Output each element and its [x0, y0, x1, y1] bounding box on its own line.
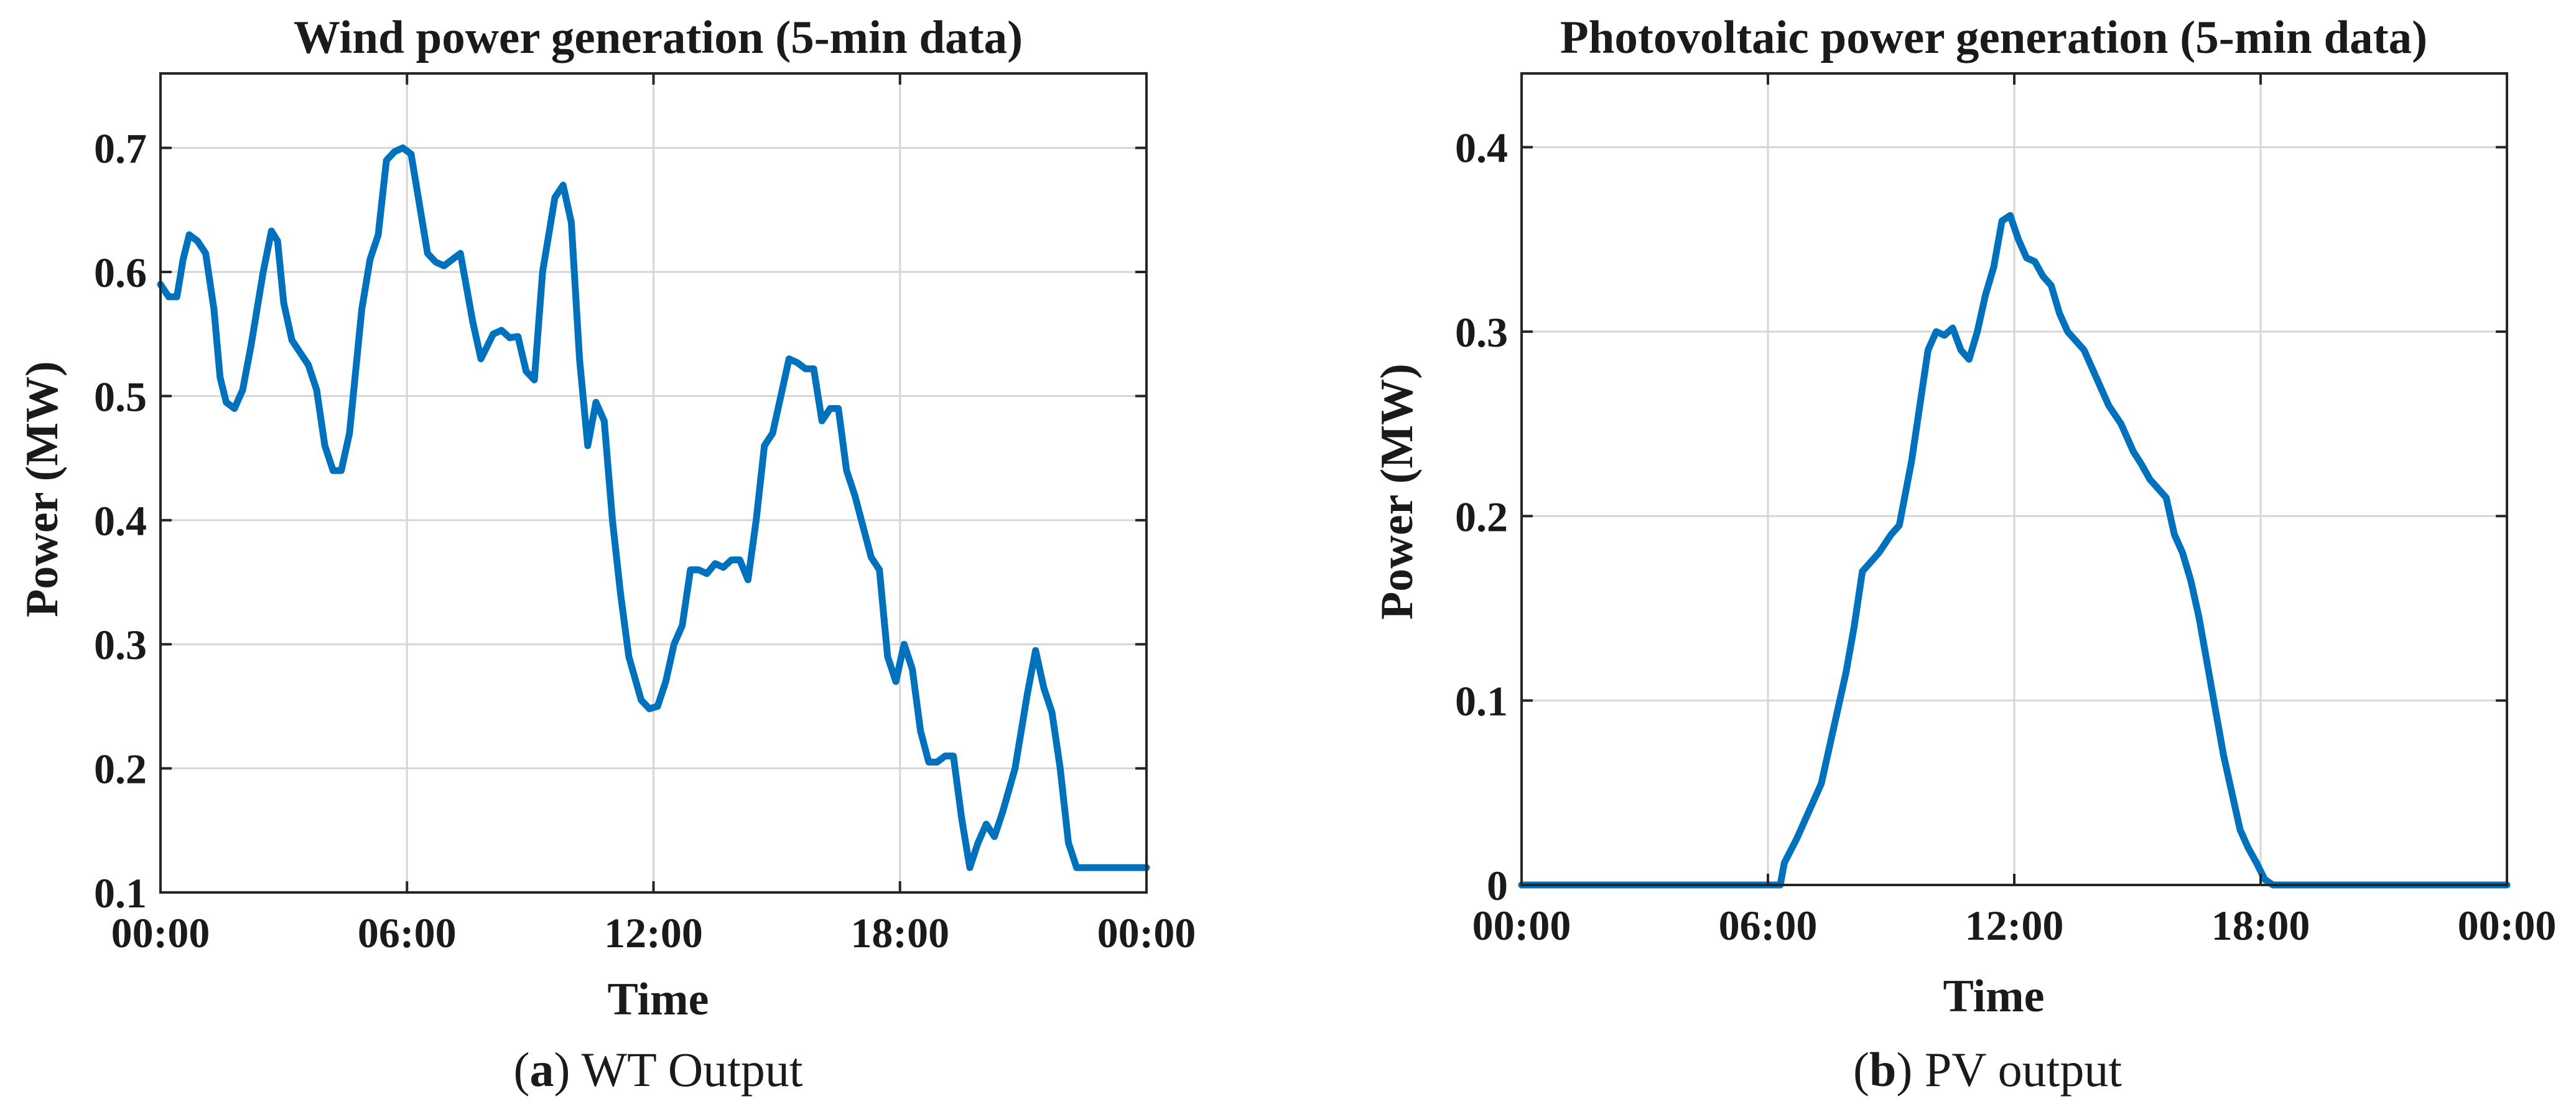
chart-a-xtick-label-1: 06:00 [358, 909, 457, 957]
chart-b-xtick-label-2: 12:00 [1965, 902, 2064, 949]
chart-a-xtick-label-2: 12:00 [604, 909, 703, 957]
chart-b-xtick-label-3: 18:00 [2211, 902, 2310, 949]
chart-b-series-line-0 [1518, 212, 2511, 889]
chart-a-plot-area: 00:00 06:00 12:00 18:00 00:000.10.20.30.40.5… [94, 72, 1196, 957]
chart-a-ytick-label-3: 0.4 [94, 497, 147, 545]
chart-a-xtick-label-4: 00:00 [1097, 909, 1196, 957]
chart-b-ytick-label-1: 0.1 [1455, 678, 1508, 725]
chart-b-caption: (b) PV output [1853, 1042, 2122, 1097]
chart-a-caption-letter: a [529, 1042, 554, 1097]
chart-a-series-line-0 [157, 144, 1150, 871]
chart-a-ytick-label-0: 0.1 [94, 869, 147, 917]
chart-b-ytick-label-4: 0.4 [1455, 124, 1508, 172]
chart-b-title: Photovoltaic power generation (5-min dat… [1560, 12, 2427, 63]
chart-b-xtick-label-1: 06:00 [1719, 902, 1818, 949]
chart-b-caption-letter: b [1869, 1042, 1896, 1097]
chart-a-ytick-label-2: 0.3 [94, 621, 147, 668]
chart-b-ytick-label-3: 0.3 [1455, 309, 1508, 356]
chart-a-ytick-label-6: 0.7 [94, 125, 147, 172]
chart-b-xlabel: Time [1943, 971, 2044, 1022]
chart-b-ytick-label-2: 0.2 [1455, 493, 1508, 540]
chart-b-ylabel: Power (MW) [1372, 363, 1423, 620]
chart-a-xtick-label-0: 00:00 [111, 909, 210, 957]
chart-a-ytick-label-4: 0.5 [94, 373, 147, 420]
chart-b-caption-text: PV output [1925, 1042, 2122, 1097]
chart-b-ytick-label-0: 0 [1487, 862, 1508, 909]
chart-b-xtick-label-0: 00:00 [1472, 902, 1571, 949]
chart-a-ytick-label-1: 0.2 [94, 746, 147, 793]
chart-a-ylabel: Power (MW) [17, 361, 68, 617]
chart-a-ytick-label-5: 0.6 [94, 249, 147, 296]
chart-a-caption-text: WT Output [582, 1042, 803, 1097]
chart-a-caption: (a) WT Output [513, 1042, 802, 1097]
chart-a-xtick-label-3: 18:00 [850, 909, 949, 957]
chart-a-title: Wind power generation (5-min data) [294, 12, 1023, 63]
chart-b-xtick-label-4: 00:00 [2458, 902, 2557, 949]
chart-a-xlabel: Time [607, 974, 709, 1025]
